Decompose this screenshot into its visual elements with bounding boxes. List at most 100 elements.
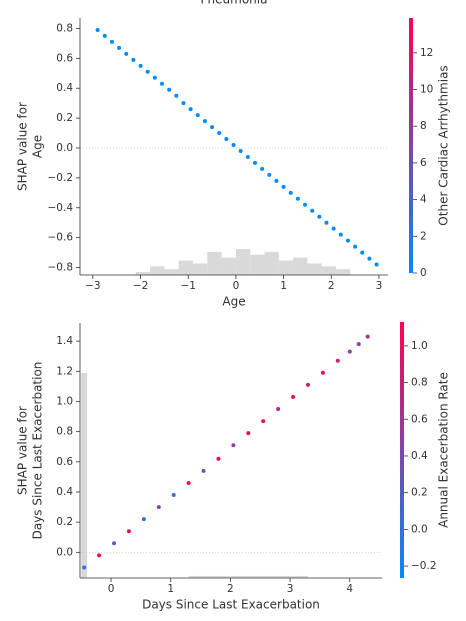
histogram-bar (221, 257, 236, 275)
x-tick-label: 1 (167, 583, 174, 595)
histogram-bar (164, 269, 179, 275)
y-tick-label: −0.4 (48, 202, 74, 214)
colorbar-tick-label: 0.0 (411, 523, 428, 535)
point (260, 166, 265, 171)
colorbar-tick-label: 6 (420, 157, 427, 169)
x-tick-label: 0 (233, 280, 240, 292)
point (102, 33, 107, 38)
y-tick-label: 0.6 (56, 456, 73, 468)
colorbar-tick-label: 1.0 (411, 340, 428, 352)
point (252, 160, 257, 165)
point (167, 87, 172, 92)
point (338, 232, 343, 237)
point (245, 154, 250, 159)
y-tick-label: 0.0 (56, 142, 73, 154)
y-tick-label: 1.0 (56, 395, 73, 407)
point (231, 443, 236, 448)
colorbar-tick-label: 8 (420, 120, 427, 132)
point (95, 27, 100, 32)
histogram-bar (192, 263, 208, 275)
point (238, 148, 243, 153)
y-tick-label: 0.2 (56, 112, 73, 124)
point (360, 250, 365, 255)
x-tick-label: −3 (85, 280, 100, 292)
point (202, 119, 207, 124)
point (295, 196, 300, 201)
x-tick-label: 3 (287, 583, 294, 595)
histogram-bar (188, 575, 249, 578)
point (224, 137, 229, 142)
histogram-bar (135, 272, 151, 275)
y-axis-label: SHAP value for (16, 406, 30, 495)
point (131, 57, 136, 62)
point (124, 51, 129, 56)
y-axis-label: SHAP value for (16, 102, 30, 191)
histogram-bar (336, 269, 351, 275)
point (320, 370, 325, 375)
colorbar-tick-label: 10 (420, 84, 433, 96)
point (152, 75, 157, 80)
colorbar-label: Other Cardiac Arrhythmias (437, 65, 451, 225)
y-tick-label: −0.2 (48, 172, 74, 184)
point (156, 505, 161, 510)
point (261, 419, 266, 424)
x-axis-label: Age (222, 295, 245, 309)
point (97, 553, 102, 558)
point (353, 244, 358, 249)
point (367, 256, 372, 261)
point (126, 529, 131, 534)
point (188, 107, 193, 112)
point (274, 178, 279, 183)
histogram-bar (207, 251, 222, 275)
histogram-bar (178, 260, 193, 275)
histogram-bar (264, 251, 279, 275)
colorbar-tick-label: 0.6 (411, 413, 428, 425)
colorbar-tick-label: 0.2 (411, 487, 428, 499)
point (141, 517, 146, 522)
y-tick-label: 0.8 (56, 426, 73, 438)
y-tick-label: 0.2 (56, 516, 73, 528)
point (365, 334, 370, 339)
x-tick-label: 4 (346, 583, 353, 595)
y-tick-label: −0.8 (48, 262, 74, 274)
y-tick-label: 0.4 (56, 486, 73, 498)
point (291, 394, 296, 399)
y-tick-label: 0.6 (56, 52, 73, 64)
colorbar (409, 18, 413, 273)
point (276, 407, 281, 412)
point (310, 208, 315, 213)
point (112, 541, 117, 546)
point (281, 184, 286, 189)
x-tick-label: 3 (376, 280, 383, 292)
point (186, 480, 191, 485)
point (246, 431, 251, 436)
x-axis-label: Days Since Last Exacerbation (142, 598, 320, 612)
histogram-bar (321, 266, 337, 275)
x-tick-label: 2 (328, 280, 335, 292)
colorbar-tick-label: −0.2 (411, 560, 437, 572)
chart-title: Pneumonia (201, 0, 268, 7)
point (217, 131, 222, 136)
point (288, 190, 293, 195)
x-tick-label: 1 (280, 280, 287, 292)
point (317, 214, 322, 219)
point (335, 358, 340, 363)
colorbar (400, 322, 404, 578)
point (174, 93, 179, 98)
point (347, 349, 352, 354)
histogram-bar (248, 575, 308, 578)
colorbar-tick-label: 4 (420, 194, 427, 206)
y-tick-label: 0.4 (56, 82, 73, 94)
point (231, 143, 236, 148)
histogram-bar (307, 263, 322, 275)
x-tick-label: 2 (227, 583, 234, 595)
colorbar-label: Annual Exacerbation Rate (437, 372, 451, 528)
point (331, 226, 336, 231)
point (356, 342, 361, 347)
histogram-bar (235, 249, 251, 275)
histogram-bar (150, 266, 165, 275)
y-tick-label: 0.8 (56, 22, 73, 34)
point (267, 172, 272, 177)
point (201, 468, 206, 473)
